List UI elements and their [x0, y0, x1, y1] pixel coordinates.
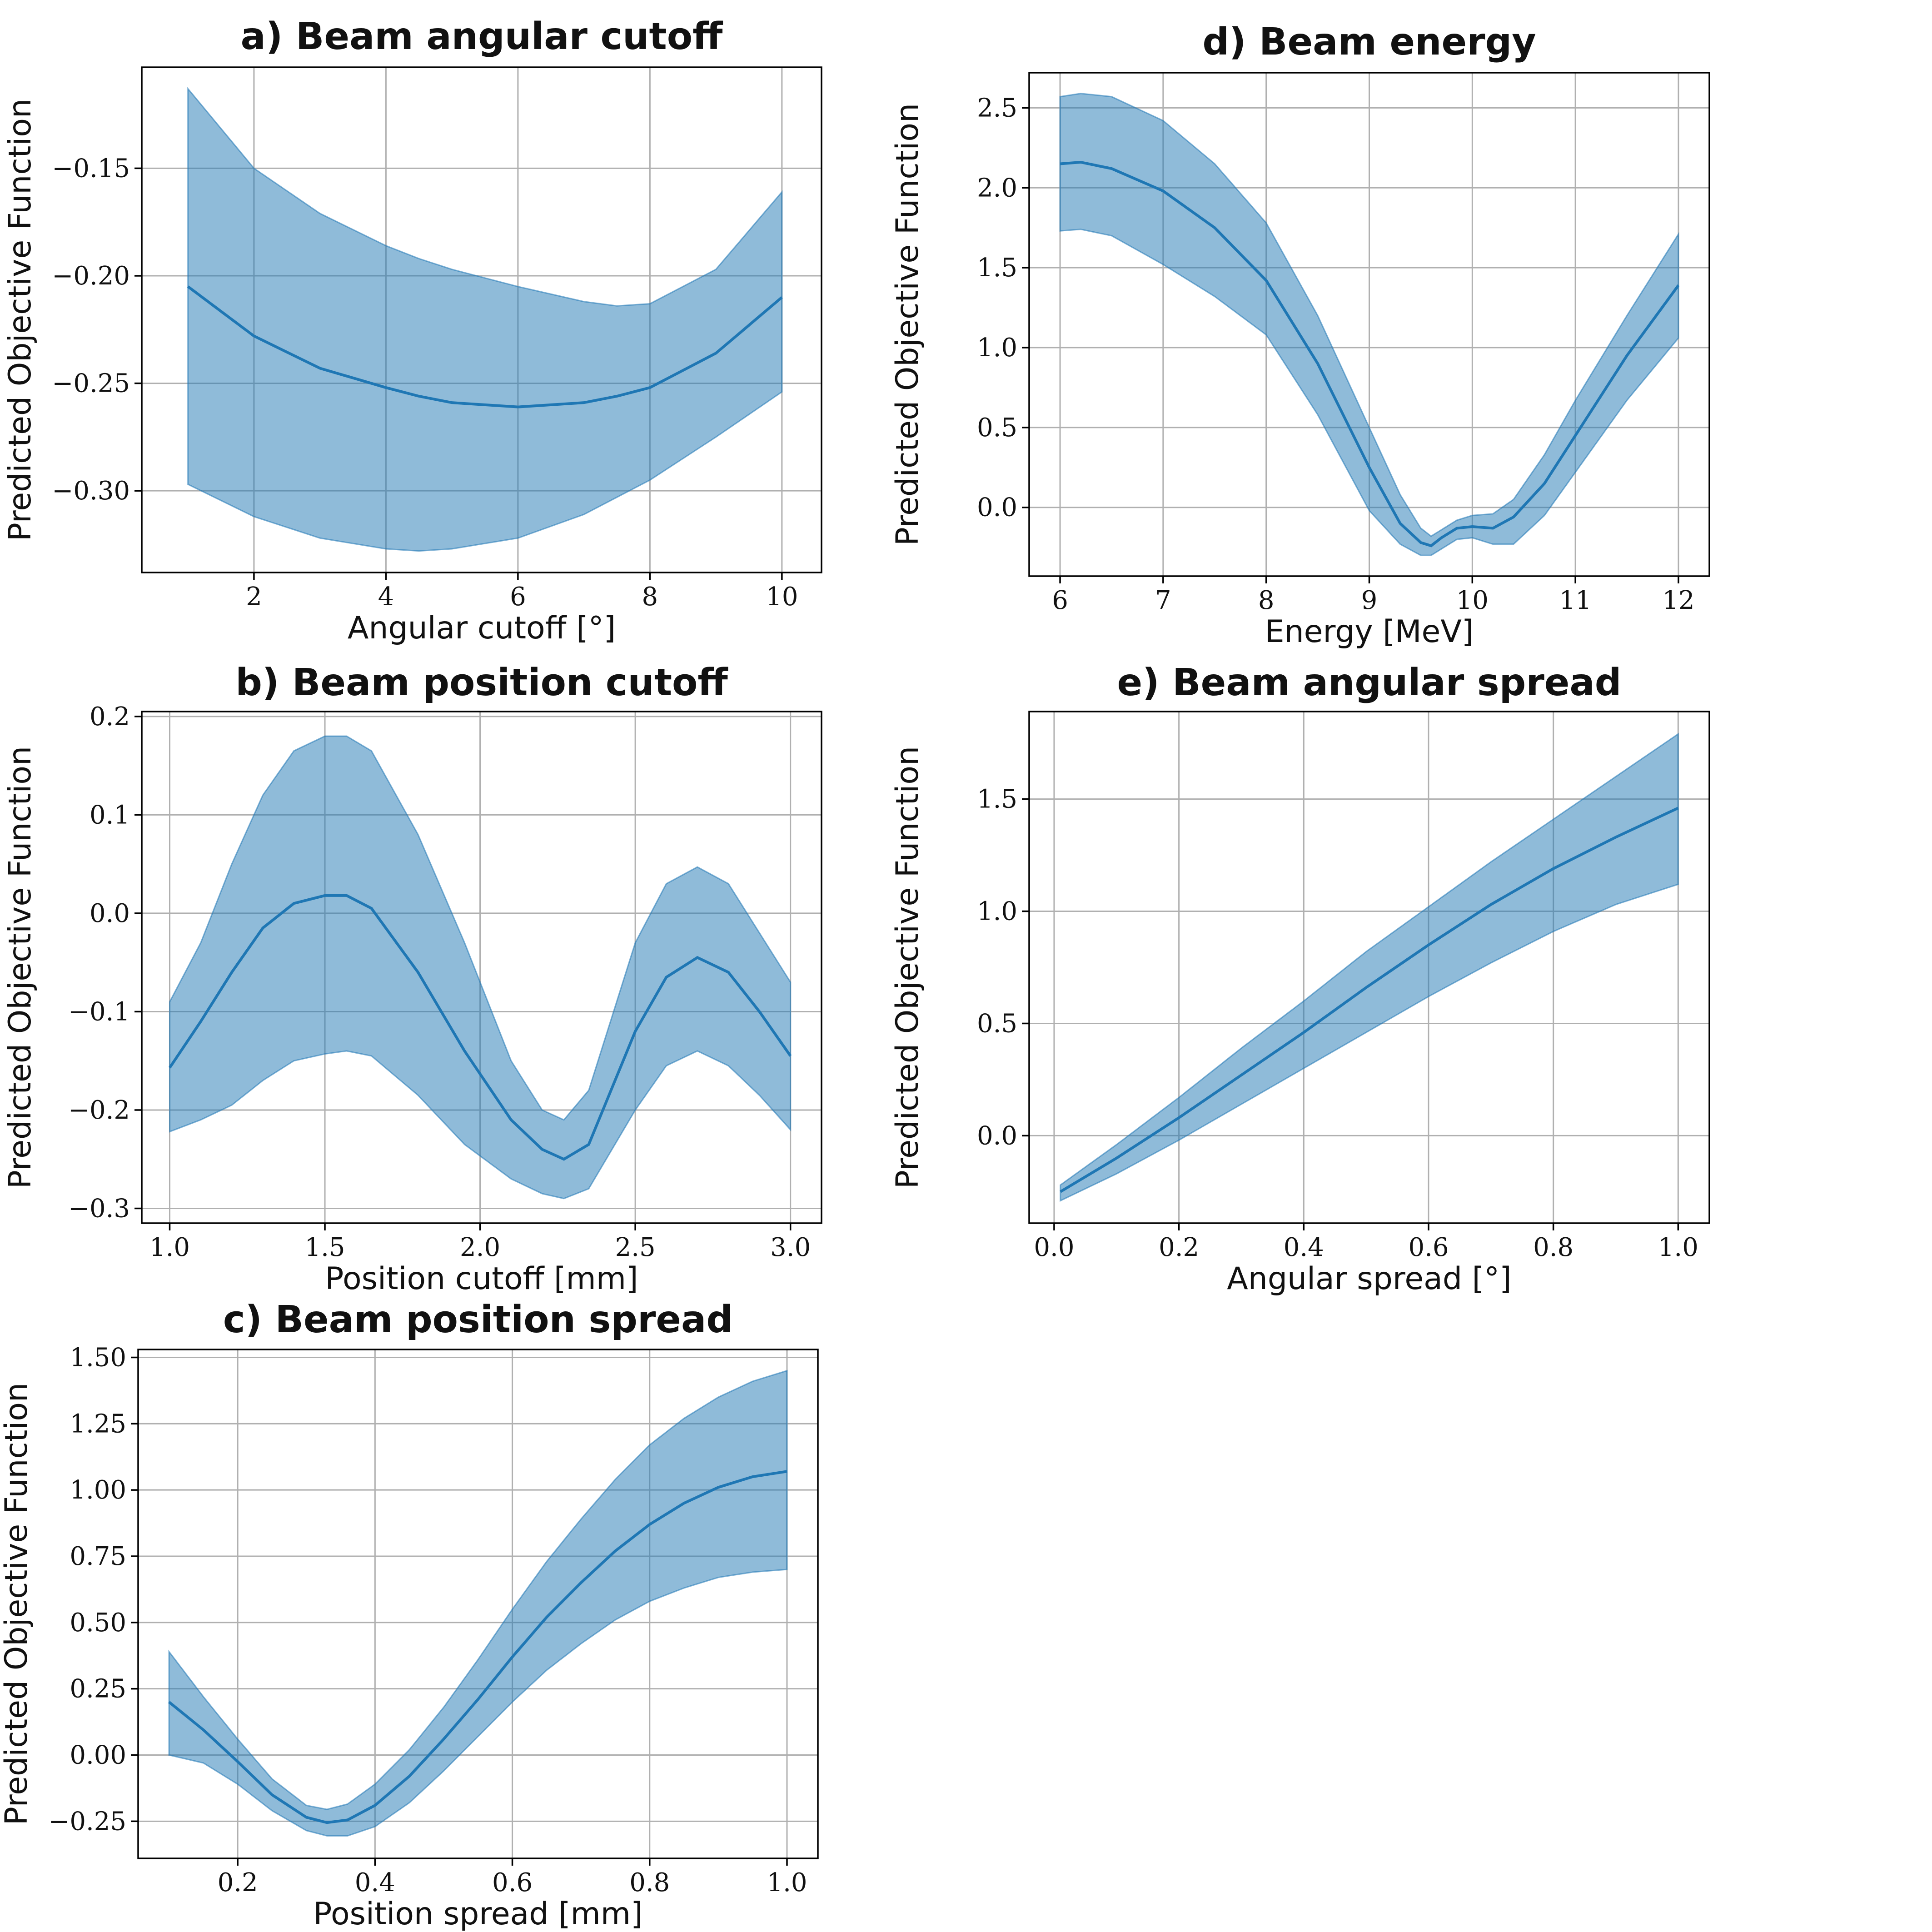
y-tick-label: 0.00 [70, 1741, 126, 1770]
chart-title: a) Beam angular cutoff [241, 15, 724, 58]
y-tick-label: 0.5 [977, 413, 1017, 443]
confidence-band [1060, 732, 1679, 1202]
y-tick-label: −0.25 [52, 369, 130, 398]
y-tick-label: 0.0 [977, 1121, 1017, 1150]
chart-c: 0.2 0.4 0.6 0.8 1.0 1.50 1.25 1.00 0.75 0.50 0.25 0… [0, 1298, 819, 1932]
plot-frame [141, 66, 822, 573]
x-tick-label: 12 [1662, 586, 1694, 615]
x-tick-label: 2.5 [615, 1233, 656, 1262]
plot-frame [141, 711, 822, 1224]
plot-frame [1028, 711, 1710, 1224]
x-tick-label: 2.0 [460, 1233, 500, 1262]
x-tick-label: 3.0 [770, 1233, 811, 1262]
confidence-band [187, 87, 783, 552]
x-axis-label: Angular spread [°] [1227, 1261, 1511, 1297]
x-axis-label: Position spread [mm] [313, 1896, 642, 1932]
x-tick-label: 8 [1258, 586, 1275, 615]
x-tick-label: 0.0 [1034, 1233, 1074, 1262]
x-axis-label: Position cutoff [mm] [325, 1261, 638, 1297]
y-tick-label: 2.0 [977, 173, 1017, 203]
x-tick-label: 0.4 [1284, 1233, 1324, 1262]
chart-title: e) Beam angular spread [1117, 661, 1622, 704]
x-tick-label: 1.0 [1658, 1233, 1698, 1262]
y-tick-label: 1.5 [977, 253, 1017, 283]
chart-title: c) Beam position spread [223, 1298, 733, 1341]
chart-d: 6 7 8 9 10 11 12 2.5 2.0 1.5 1.0 0.5 0.0 d) Beam ener… [890, 20, 1710, 650]
x-tick-label: 0.2 [1159, 1233, 1199, 1262]
y-tick-label: −0.2 [68, 1095, 130, 1125]
y-tick-label: 0.0 [90, 899, 130, 928]
y-tick-label: 0.1 [90, 800, 130, 830]
y-tick-label: 0.2 [90, 702, 130, 732]
mean-line [168, 1470, 787, 1824]
x-tick-label: 9 [1361, 586, 1378, 615]
x-tick-label: 0.4 [355, 1868, 395, 1897]
y-tick-label: 1.50 [70, 1343, 126, 1373]
confidence-band [168, 1369, 788, 1837]
chart-b: 1.0 1.5 2.0 2.5 3.0 0.2 0.1 0.0 −0.1 −0.2 −0.3 b) B… [2, 661, 822, 1297]
y-tick-label: 2.5 [977, 93, 1017, 123]
x-tick-label: 0.6 [492, 1868, 533, 1897]
x-tick-label: 4 [378, 582, 394, 612]
x-tick-label: 6 [510, 582, 526, 612]
x-tick-label: 1.0 [767, 1868, 807, 1897]
chart-e: 0.0 0.2 0.4 0.6 0.8 1.0 1.5 1.0 0.5 0.0 e) Beam an… [890, 661, 1710, 1297]
confidence-band [1059, 93, 1679, 556]
mean-line [1060, 807, 1679, 1193]
chart-a: 2 4 6 8 10 −0.15 −0.20 −0.25 −0.30 a) Beam angula… [2, 15, 822, 646]
y-tick-label: 0.25 [70, 1674, 126, 1704]
chart-title: b) Beam position cutoff [235, 661, 728, 704]
mean-line [187, 285, 783, 408]
chart-title: d) Beam energy [1202, 20, 1536, 64]
x-tick-label: 0.6 [1408, 1233, 1449, 1262]
y-tick-label: 0.75 [70, 1542, 126, 1571]
y-axis-label: Predicted Objective Function [890, 103, 926, 546]
y-axis-label: Predicted Objective Function [2, 99, 38, 541]
x-tick-label: 2 [246, 582, 262, 612]
x-tick-label: 6 [1052, 586, 1068, 615]
y-axis-label: Predicted Objective Function [0, 1383, 35, 1825]
x-tick-label: 10 [766, 582, 798, 612]
x-tick-label: 0.2 [218, 1868, 258, 1897]
mean-line [1060, 160, 1680, 548]
confidence-band [169, 735, 792, 1200]
y-axis-label: Predicted Objective Function [2, 746, 38, 1189]
y-axis-label: Predicted Objective Function [890, 746, 926, 1189]
x-tick-label: 11 [1559, 586, 1592, 615]
y-tick-label: 0.50 [70, 1608, 126, 1638]
x-tick-label: 0.8 [629, 1868, 670, 1897]
mean-line [168, 894, 792, 1161]
x-tick-label: 8 [642, 582, 658, 612]
y-tick-label: −0.15 [52, 154, 130, 183]
y-tick-label: 0.5 [977, 1009, 1017, 1038]
y-tick-label: 1.0 [977, 897, 1017, 926]
x-tick-label: 10 [1456, 586, 1489, 615]
x-tick-label: 1.5 [305, 1233, 345, 1262]
y-tick-label: −0.20 [52, 261, 130, 291]
y-tick-label: −0.30 [52, 476, 130, 506]
y-tick-label: 1.0 [977, 333, 1017, 363]
plot-frame [137, 1349, 819, 1859]
y-tick-label: −0.25 [48, 1807, 126, 1836]
y-tick-label: 1.00 [70, 1475, 126, 1505]
y-tick-label: −0.3 [68, 1194, 130, 1224]
x-tick-label: 1.0 [149, 1233, 190, 1262]
y-tick-label: 1.5 [977, 785, 1017, 814]
y-tick-label: −0.1 [68, 997, 130, 1026]
y-tick-label: 0.0 [977, 493, 1017, 523]
x-tick-label: 0.8 [1533, 1233, 1573, 1262]
x-axis-label: Angular cutoff [°] [348, 610, 616, 646]
x-tick-label: 7 [1155, 586, 1171, 615]
x-axis-label: Energy [MeV] [1265, 614, 1474, 650]
y-tick-label: 1.25 [70, 1409, 126, 1439]
